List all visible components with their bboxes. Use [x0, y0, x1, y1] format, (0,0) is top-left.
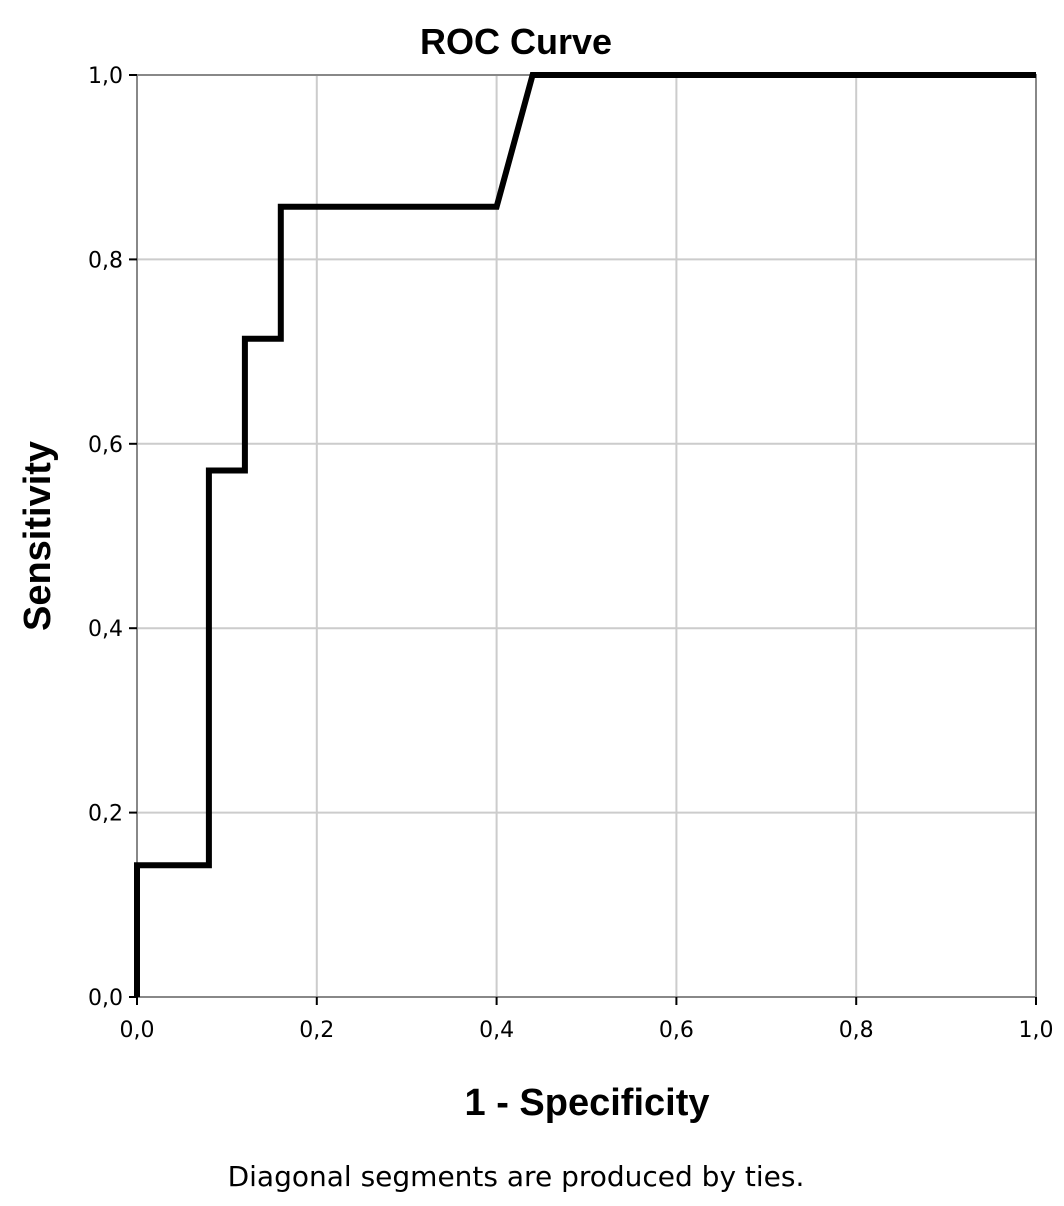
- roc-curve-line: [134, 72, 1036, 997]
- chart-footnote: Diagonal segments are produced by ties.: [228, 1160, 805, 1193]
- y-tick-label: 0,6: [88, 433, 123, 458]
- x-tick-label: 0,0: [120, 1018, 155, 1043]
- y-tick-label: 0,4: [88, 617, 123, 642]
- x-axis-label: 1 - Specificity: [465, 1082, 710, 1124]
- x-tick-label: 0,8: [839, 1018, 874, 1043]
- y-tick-label: 0,0: [88, 986, 123, 1011]
- plot-frame: [136, 74, 1037, 998]
- chart-title: ROC Curve: [420, 21, 612, 62]
- x-tick-label: 1,0: [1019, 1018, 1054, 1043]
- y-axis-ticks: 0,0 0,2 0,4 0,6 0,8 1,0: [88, 64, 137, 1011]
- x-axis-ticks: 0,0 0,2 0,4 0,6 0,8 1,0: [120, 997, 1054, 1043]
- x-tick-label: 0,2: [299, 1018, 334, 1043]
- x-tick-label: 0,4: [479, 1018, 514, 1043]
- y-tick-label: 0,2: [88, 802, 123, 827]
- y-tick-label: 0,8: [88, 248, 123, 273]
- y-axis-label: Sensitivity: [17, 441, 59, 631]
- x-tick-label: 0,6: [659, 1018, 694, 1043]
- grid-lines: [137, 75, 1036, 997]
- y-tick-label: 1,0: [88, 64, 123, 89]
